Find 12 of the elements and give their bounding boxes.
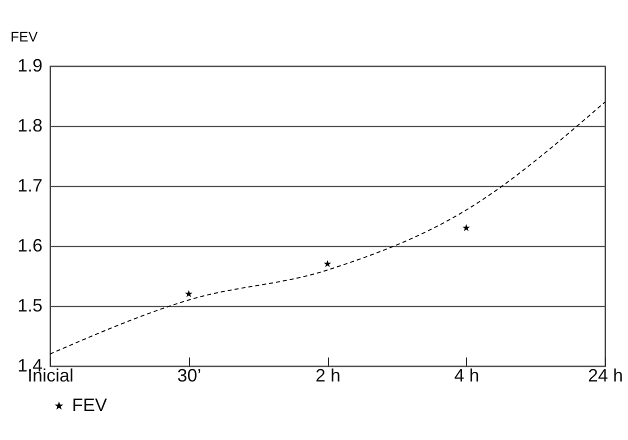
line-series (50, 102, 606, 354)
y-tick-label: 1.7 (17, 176, 42, 196)
x-tick-label: 2 h (315, 366, 341, 386)
legend-label: FEV (72, 395, 108, 415)
x-tick-label: 24 h (588, 366, 624, 386)
y-tick-label: 1.8 (17, 116, 42, 136)
y-axis-title: FEV (10, 28, 38, 44)
x-tick-label: 4 h (454, 366, 480, 386)
y-tick-label: 1.9 (17, 56, 42, 76)
x-tick-label: 30’ (177, 366, 202, 386)
y-tick-label: 1.5 (17, 296, 42, 316)
y-tick-label: 1.6 (17, 236, 42, 256)
